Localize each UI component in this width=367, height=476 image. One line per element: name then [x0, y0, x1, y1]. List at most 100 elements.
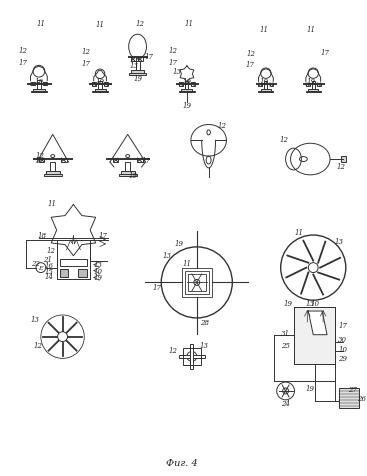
Text: 19: 19 — [182, 78, 192, 86]
Text: 19: 19 — [95, 78, 105, 86]
Text: 12: 12 — [35, 152, 44, 160]
Text: 13: 13 — [30, 315, 39, 323]
Text: 17: 17 — [98, 231, 108, 239]
Bar — [43, 83, 47, 86]
Bar — [339, 388, 359, 408]
Polygon shape — [66, 236, 80, 250]
Bar — [185, 271, 208, 295]
Text: 14: 14 — [44, 273, 53, 281]
Bar — [30, 83, 35, 86]
Text: 28: 28 — [200, 318, 209, 326]
Bar — [190, 344, 193, 369]
Bar — [44, 175, 62, 177]
Text: 12: 12 — [168, 347, 178, 355]
Bar — [57, 240, 90, 280]
Text: 12: 12 — [279, 136, 288, 144]
Bar — [182, 268, 212, 298]
Bar — [258, 91, 273, 92]
Text: 11: 11 — [295, 228, 304, 237]
Text: 17: 17 — [246, 61, 255, 69]
Text: 19: 19 — [283, 299, 292, 307]
Bar — [183, 348, 201, 366]
Text: 12: 12 — [135, 20, 144, 28]
Text: 11: 11 — [307, 26, 316, 34]
Text: 31: 31 — [281, 329, 290, 337]
Text: 12: 12 — [168, 48, 178, 55]
Bar — [57, 240, 90, 280]
Text: 12: 12 — [247, 50, 255, 59]
Bar — [92, 83, 96, 87]
Text: 17: 17 — [142, 157, 151, 165]
Text: 21: 21 — [43, 255, 52, 263]
Bar — [138, 58, 142, 62]
Text: 13: 13 — [129, 62, 138, 70]
Bar — [33, 89, 45, 92]
Bar — [137, 158, 142, 163]
Text: 17: 17 — [338, 321, 347, 329]
Bar — [119, 175, 137, 177]
Bar — [294, 307, 335, 365]
Bar — [61, 158, 66, 163]
Bar — [30, 92, 47, 93]
Text: 18: 18 — [37, 231, 46, 239]
Text: 11: 11 — [259, 26, 268, 34]
Text: 27: 27 — [348, 385, 357, 393]
Bar — [121, 171, 135, 175]
Bar — [264, 82, 267, 89]
Bar — [59, 269, 69, 278]
Text: 19: 19 — [94, 274, 103, 282]
Bar — [191, 83, 195, 87]
Text: Фиг. 4: Фиг. 4 — [166, 458, 198, 467]
Text: 17: 17 — [145, 53, 154, 61]
Bar — [129, 74, 146, 76]
Bar — [92, 91, 108, 93]
Text: 26: 26 — [357, 394, 366, 402]
Ellipse shape — [207, 130, 210, 136]
Text: 17: 17 — [35, 157, 44, 165]
Text: 17: 17 — [82, 60, 91, 68]
Text: 11: 11 — [36, 20, 46, 28]
Bar — [306, 84, 309, 87]
Text: 19: 19 — [182, 101, 192, 109]
Text: 17: 17 — [168, 59, 178, 67]
Text: 12: 12 — [46, 246, 55, 254]
Text: 17: 17 — [153, 284, 162, 292]
Text: 11: 11 — [182, 259, 192, 267]
Text: E: E — [39, 266, 43, 270]
Bar — [59, 259, 87, 266]
Bar — [179, 83, 183, 87]
Text: 10: 10 — [94, 267, 103, 275]
Bar — [308, 89, 319, 92]
Bar — [131, 58, 135, 62]
Text: 12: 12 — [33, 341, 43, 349]
Bar — [312, 82, 315, 89]
Text: 12: 12 — [337, 163, 345, 170]
Ellipse shape — [312, 84, 315, 86]
Text: 13: 13 — [306, 299, 315, 307]
Text: 19: 19 — [128, 171, 137, 179]
Bar — [113, 158, 118, 163]
Bar — [179, 91, 195, 93]
Bar — [131, 71, 145, 74]
Bar — [185, 82, 189, 89]
Bar — [294, 307, 335, 365]
Bar — [341, 157, 346, 163]
Text: 19: 19 — [175, 239, 184, 248]
Bar — [39, 158, 44, 163]
Bar — [135, 62, 139, 71]
Text: 13: 13 — [163, 251, 172, 259]
Text: 13: 13 — [199, 341, 208, 349]
Text: 10: 10 — [311, 299, 320, 307]
Text: 15: 15 — [44, 267, 53, 275]
Ellipse shape — [136, 57, 139, 59]
Bar — [50, 163, 55, 171]
Bar — [125, 163, 130, 171]
Text: 25: 25 — [281, 341, 290, 349]
Text: 30: 30 — [338, 335, 347, 343]
Bar — [37, 81, 41, 89]
Text: 13: 13 — [334, 238, 344, 246]
Text: 24: 24 — [281, 399, 290, 407]
Bar — [317, 84, 321, 87]
Text: 19: 19 — [133, 75, 142, 83]
Bar — [46, 171, 59, 175]
